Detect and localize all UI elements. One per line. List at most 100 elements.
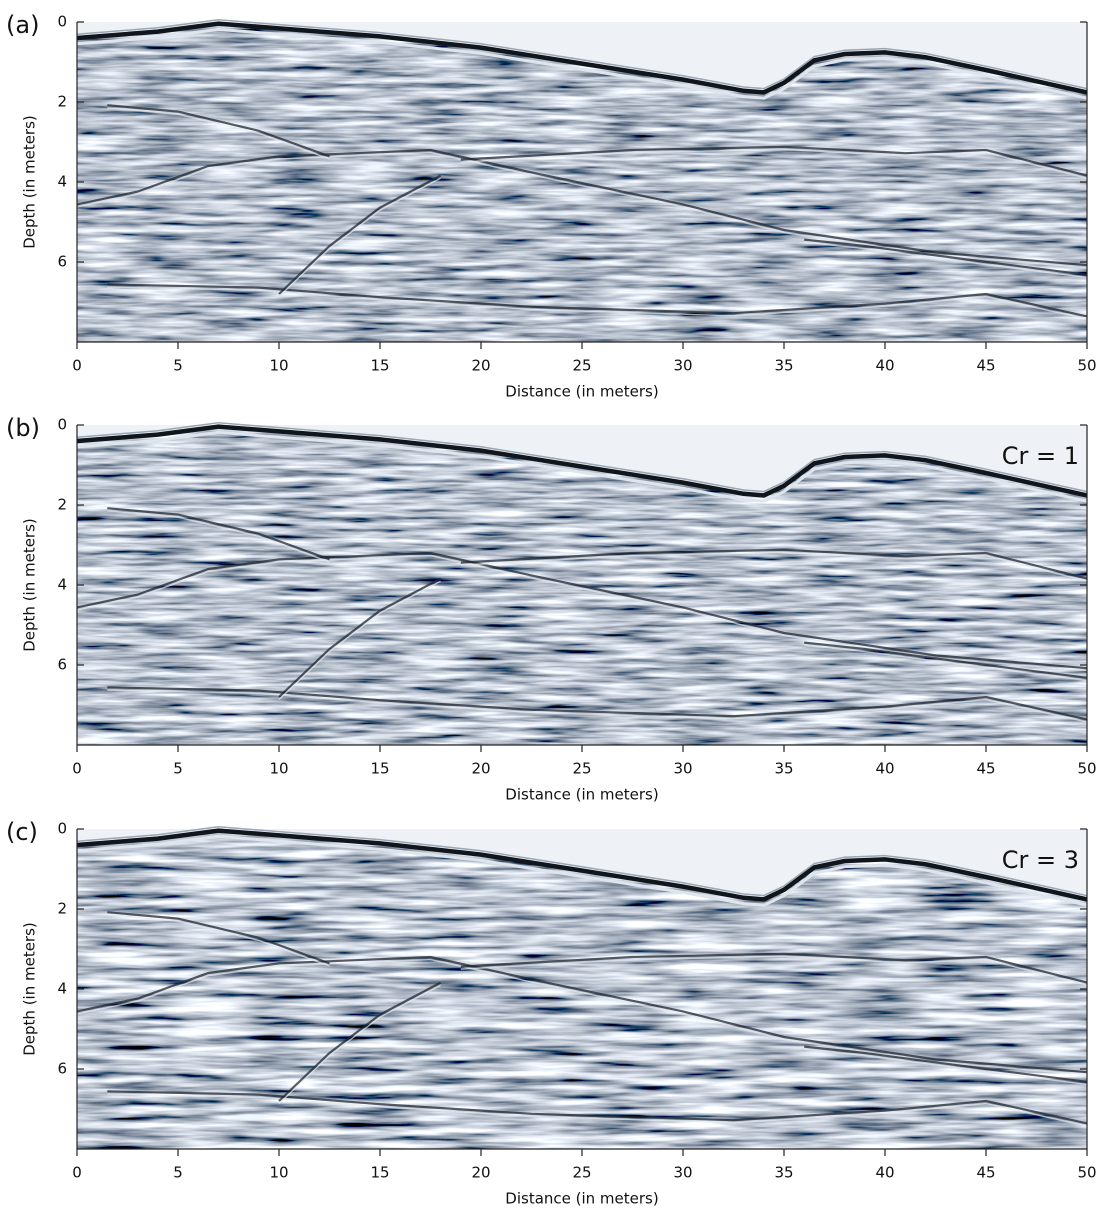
x-tick-label: 15	[370, 1164, 389, 1182]
x-tick-label: 10	[269, 1164, 288, 1182]
x-tick-label: 25	[572, 1164, 591, 1182]
reflector	[107, 686, 1088, 721]
y-tick-label: 0	[57, 820, 67, 838]
air-region	[77, 829, 1087, 900]
reflector-halo	[76, 958, 1088, 1076]
y-tick-label: 6	[57, 656, 67, 674]
reflector	[107, 104, 330, 158]
x-axis-label: Distance (in meters)	[505, 383, 658, 401]
panel	[76, 826, 1088, 1149]
x-tick-label: 10	[269, 357, 288, 375]
panel-label: (b)	[6, 414, 40, 442]
x-tick-label: 5	[173, 760, 183, 778]
reflector	[278, 981, 442, 1102]
x-tick-label: 30	[673, 760, 692, 778]
y-axis-label: Depth (in meters)	[21, 115, 39, 249]
reflector	[804, 641, 1088, 679]
reflector	[278, 577, 442, 698]
x-tick-label: 45	[976, 357, 995, 375]
y-tick-label: 4	[57, 980, 67, 998]
annotation: Cr = 3	[1002, 846, 1079, 874]
x-tick-label: 25	[572, 357, 591, 375]
reflector-halo	[107, 510, 330, 563]
x-tick-label: 15	[370, 357, 389, 375]
reflector	[107, 507, 330, 561]
x-tick-label: 30	[673, 1164, 692, 1182]
panel-label: (a)	[6, 11, 39, 39]
x-tick-label: 40	[875, 1164, 894, 1182]
y-tick-label: 4	[57, 173, 67, 191]
x-tick-label: 45	[976, 1164, 995, 1182]
x-tick-label: 5	[173, 357, 183, 375]
panel	[76, 19, 1088, 342]
reflector	[278, 174, 442, 295]
reflector-halo	[278, 984, 441, 1105]
y-tick-label: 6	[57, 253, 67, 271]
y-axis-label: Depth (in meters)	[21, 922, 39, 1056]
surface-top	[76, 19, 1088, 90]
y-tick-label: 6	[57, 1060, 67, 1078]
reflector	[460, 145, 1088, 177]
reflector-halo	[107, 689, 1088, 723]
x-tick-label: 25	[572, 760, 591, 778]
x-tick-label: 35	[774, 357, 793, 375]
x-tick-label: 10	[269, 760, 288, 778]
surface-top	[76, 826, 1088, 897]
x-tick-label: 50	[1077, 1164, 1096, 1182]
reflector-halo	[107, 914, 330, 967]
x-tick-label: 20	[471, 760, 490, 778]
x-tick-label: 30	[673, 357, 692, 375]
surface-reflection	[76, 21, 1088, 95]
reflector	[460, 952, 1088, 984]
y-tick-label: 4	[57, 576, 67, 594]
reflector-halo	[76, 554, 1088, 672]
x-tick-label: 50	[1077, 357, 1096, 375]
surface-reflection	[76, 828, 1088, 902]
x-axis-label: Distance (in meters)	[505, 1190, 658, 1208]
x-tick-label: 40	[875, 760, 894, 778]
surface-halo	[76, 834, 1088, 907]
y-tick-label: 2	[57, 496, 67, 514]
panel-label: (c)	[6, 818, 38, 846]
reflector	[107, 911, 330, 965]
reflector-halo	[278, 177, 441, 298]
reflector	[804, 238, 1088, 276]
reflector-halo	[278, 580, 441, 701]
y-tick-label: 0	[57, 416, 67, 434]
reflector-halo	[804, 1048, 1088, 1086]
annotation: Cr = 1	[1002, 442, 1079, 470]
panel	[76, 422, 1088, 745]
y-tick-label: 0	[57, 13, 67, 31]
reflector-halo	[804, 241, 1088, 279]
air-region	[77, 425, 1087, 496]
surface-halo	[76, 430, 1088, 503]
reflector	[107, 283, 1088, 318]
x-tick-label: 20	[471, 1164, 490, 1182]
reflector-halo	[107, 1093, 1088, 1127]
air-region	[77, 22, 1087, 93]
reflector-halo	[76, 151, 1088, 269]
x-tick-label: 50	[1077, 760, 1096, 778]
x-tick-label: 35	[774, 1164, 793, 1182]
surface-halo	[76, 27, 1088, 100]
y-tick-label: 2	[57, 93, 67, 111]
reflector	[804, 1045, 1088, 1083]
reflector-halo	[107, 107, 330, 160]
x-tick-label: 35	[774, 760, 793, 778]
surface-reflection	[76, 424, 1088, 498]
reflector	[460, 548, 1088, 580]
x-tick-label: 20	[471, 357, 490, 375]
y-tick-label: 2	[57, 900, 67, 918]
reflector-halo	[460, 148, 1088, 179]
x-tick-label: 0	[72, 1164, 82, 1182]
x-tick-label: 45	[976, 760, 995, 778]
x-tick-label: 15	[370, 760, 389, 778]
y-axis-label: Depth (in meters)	[21, 518, 39, 652]
reflector-halo	[460, 955, 1088, 986]
x-axis-label: Distance (in meters)	[505, 786, 658, 804]
x-tick-label: 5	[173, 1164, 183, 1182]
x-tick-label: 0	[72, 760, 82, 778]
reflector-halo	[107, 286, 1088, 320]
x-tick-label: 40	[875, 357, 894, 375]
